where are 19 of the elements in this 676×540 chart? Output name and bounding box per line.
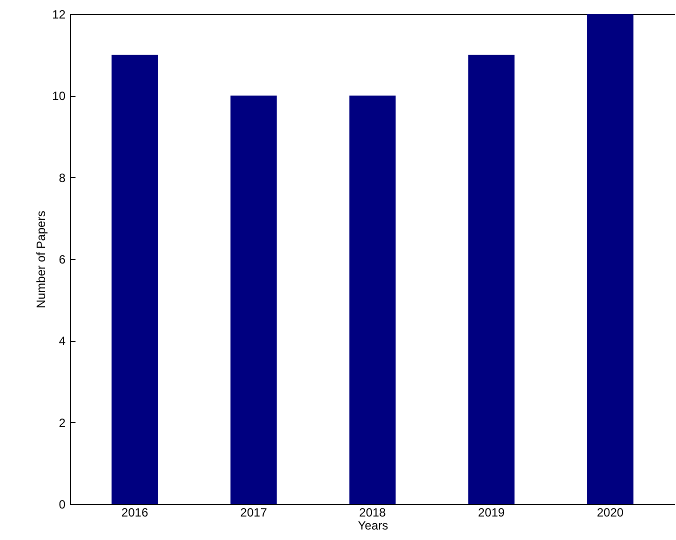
x-tick-label: 2018 xyxy=(359,506,386,520)
x-tick-label: 2019 xyxy=(478,506,506,520)
bar xyxy=(349,96,396,504)
bar xyxy=(230,96,277,504)
x-axis-title: Years xyxy=(358,518,388,532)
y-axis-title: Number of Papers xyxy=(34,210,48,308)
bar xyxy=(468,54,515,504)
y-tick-label: 0 xyxy=(58,498,66,512)
y-tick-label: 10 xyxy=(52,89,66,104)
y-tick-label: 12 xyxy=(52,8,66,22)
y-tick-label: 8 xyxy=(58,170,66,185)
y-tick-label: 4 xyxy=(58,334,66,348)
x-tick-label: 2017 xyxy=(240,506,268,520)
bar xyxy=(587,14,634,504)
x-tick-label: 2016 xyxy=(121,506,148,520)
y-tick-label: 6 xyxy=(58,252,66,266)
x-tick-label: 2020 xyxy=(596,506,624,520)
bar xyxy=(112,54,158,504)
y-tick-label: 2 xyxy=(58,416,66,430)
